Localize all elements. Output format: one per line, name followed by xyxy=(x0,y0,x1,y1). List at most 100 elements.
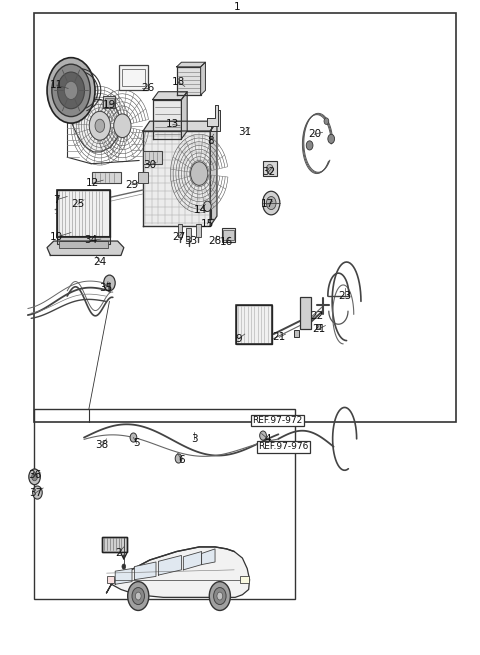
Polygon shape xyxy=(177,62,205,67)
Bar xyxy=(138,172,148,183)
Text: 30: 30 xyxy=(143,160,156,170)
Text: 14: 14 xyxy=(194,204,207,215)
Bar xyxy=(263,161,277,176)
Text: 37: 37 xyxy=(29,487,43,498)
Bar xyxy=(294,330,299,337)
Text: 25: 25 xyxy=(71,199,84,210)
Circle shape xyxy=(58,72,84,109)
Text: 24: 24 xyxy=(93,257,107,267)
Bar xyxy=(186,228,191,241)
Circle shape xyxy=(89,111,110,140)
Circle shape xyxy=(95,119,105,132)
Text: 33: 33 xyxy=(184,236,198,246)
Bar xyxy=(223,230,234,240)
Text: 4: 4 xyxy=(264,434,271,444)
Text: 22: 22 xyxy=(310,310,324,321)
Polygon shape xyxy=(67,100,120,152)
Text: 21: 21 xyxy=(312,324,326,334)
Polygon shape xyxy=(143,131,210,226)
Circle shape xyxy=(52,64,90,117)
Polygon shape xyxy=(153,92,187,100)
Polygon shape xyxy=(181,92,187,139)
Circle shape xyxy=(191,162,208,185)
Text: 6: 6 xyxy=(178,455,185,465)
Bar xyxy=(178,224,182,237)
Text: 8: 8 xyxy=(207,136,214,146)
Bar xyxy=(143,151,162,164)
Circle shape xyxy=(122,564,126,569)
Text: 11: 11 xyxy=(50,80,63,90)
Bar xyxy=(236,305,272,344)
Text: 36: 36 xyxy=(28,470,41,480)
Text: 18: 18 xyxy=(172,77,185,87)
Bar xyxy=(222,228,235,242)
Circle shape xyxy=(33,486,42,499)
Text: 23: 23 xyxy=(338,291,351,301)
Bar xyxy=(57,190,110,237)
Circle shape xyxy=(204,201,211,212)
Text: 27: 27 xyxy=(172,232,185,242)
Circle shape xyxy=(263,191,280,215)
Circle shape xyxy=(306,141,313,150)
Bar xyxy=(240,576,249,583)
Circle shape xyxy=(175,454,182,463)
Polygon shape xyxy=(153,100,181,139)
Polygon shape xyxy=(134,562,156,580)
Circle shape xyxy=(114,114,131,138)
Polygon shape xyxy=(177,67,201,95)
Circle shape xyxy=(32,473,37,481)
Text: 26: 26 xyxy=(141,83,155,94)
Text: REF.97-972: REF.97-972 xyxy=(252,416,302,425)
Text: 29: 29 xyxy=(125,179,139,190)
Circle shape xyxy=(29,469,40,485)
Circle shape xyxy=(328,134,335,143)
Bar xyxy=(300,297,311,329)
Polygon shape xyxy=(201,62,205,95)
Text: 15: 15 xyxy=(201,219,214,229)
Bar xyxy=(102,537,127,552)
Polygon shape xyxy=(202,549,215,565)
Text: 31: 31 xyxy=(238,127,252,138)
Text: 9: 9 xyxy=(235,333,242,344)
Bar xyxy=(57,190,110,237)
Text: 7: 7 xyxy=(53,195,60,205)
Circle shape xyxy=(104,275,115,291)
Circle shape xyxy=(209,582,230,610)
Bar xyxy=(316,324,320,329)
Bar xyxy=(59,241,108,248)
Polygon shape xyxy=(183,552,202,570)
Bar xyxy=(92,172,121,183)
Text: 38: 38 xyxy=(95,440,108,451)
Polygon shape xyxy=(47,241,124,255)
Text: 28: 28 xyxy=(208,236,222,246)
Bar xyxy=(103,96,115,108)
Bar xyxy=(119,66,148,90)
Polygon shape xyxy=(158,555,181,575)
Text: 2: 2 xyxy=(115,548,121,559)
Text: 3: 3 xyxy=(191,434,198,444)
Text: 1: 1 xyxy=(234,1,241,12)
Text: 13: 13 xyxy=(166,119,180,130)
Circle shape xyxy=(47,58,95,123)
Polygon shape xyxy=(210,121,217,226)
Text: 32: 32 xyxy=(262,166,276,177)
Circle shape xyxy=(64,81,78,100)
Polygon shape xyxy=(207,105,218,126)
Text: 34: 34 xyxy=(84,235,98,246)
Circle shape xyxy=(260,431,266,440)
Text: 10: 10 xyxy=(50,232,63,242)
Text: 17: 17 xyxy=(261,199,275,210)
Polygon shape xyxy=(115,569,132,584)
Circle shape xyxy=(128,582,149,610)
Text: 20: 20 xyxy=(308,129,321,140)
Bar xyxy=(34,13,456,422)
Circle shape xyxy=(214,588,226,605)
Circle shape xyxy=(266,164,273,174)
Circle shape xyxy=(130,433,137,442)
Bar xyxy=(236,305,272,344)
Text: 16: 16 xyxy=(220,237,233,248)
Bar xyxy=(122,69,145,86)
Bar xyxy=(57,236,110,244)
Circle shape xyxy=(132,588,144,605)
Bar xyxy=(34,409,295,599)
